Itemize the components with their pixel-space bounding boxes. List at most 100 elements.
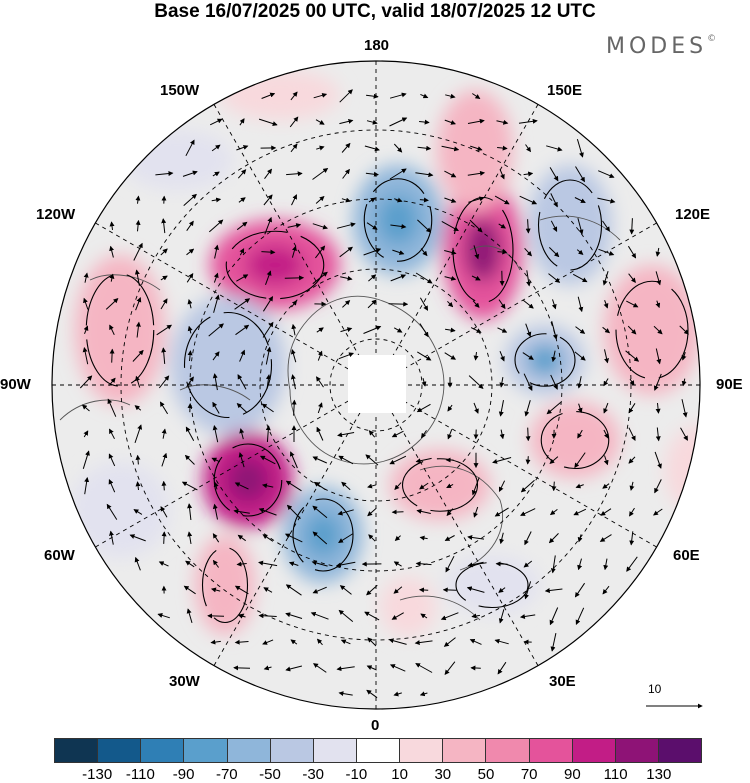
wind-vector <box>160 298 168 310</box>
wind-vector <box>340 275 353 281</box>
wind-vector <box>415 561 432 567</box>
wind-vector <box>393 561 402 567</box>
wind-vector <box>213 272 219 283</box>
wind-vector <box>288 561 299 567</box>
wind-vector <box>525 456 531 465</box>
positive-anomaly <box>75 255 165 405</box>
wind-vector <box>290 143 298 153</box>
wind-vector <box>626 300 639 308</box>
wind-vector <box>551 350 557 363</box>
wind-vector <box>497 249 508 255</box>
wind-vector <box>392 249 405 255</box>
wind-vector <box>258 613 277 619</box>
wind-vector <box>186 376 194 388</box>
wind-vector <box>366 665 377 671</box>
wind-vector <box>417 145 432 151</box>
wind-vector <box>183 193 197 206</box>
wind-vector <box>368 534 376 542</box>
wind-vector <box>234 482 249 490</box>
wind-vector <box>134 405 142 411</box>
wind-vector <box>524 581 532 600</box>
wind-vector <box>524 531 532 546</box>
wind-vector <box>446 483 454 489</box>
wind-vector <box>133 509 143 515</box>
wind-vector <box>440 612 459 621</box>
wind-vector <box>341 197 351 203</box>
wind-vector <box>572 273 588 283</box>
wind-vector <box>108 377 116 387</box>
wind-vector <box>447 429 453 440</box>
wind-vector <box>499 377 505 388</box>
wind-vector <box>236 145 249 151</box>
wind-vector <box>598 170 615 178</box>
wind-vector <box>262 321 274 338</box>
wind-vector <box>155 171 174 177</box>
wind-vector <box>390 274 407 282</box>
wind-vector <box>316 638 323 646</box>
wind-vector <box>212 171 220 177</box>
wind-vector <box>627 245 637 259</box>
wind-vector <box>365 454 379 466</box>
wind-vector <box>366 119 378 125</box>
wind-vector <box>443 637 456 647</box>
wind-vector <box>499 429 505 440</box>
meridian-line <box>375 104 539 386</box>
wind-vector <box>236 221 248 231</box>
wind-vector <box>213 294 220 313</box>
wind-vector <box>419 197 429 203</box>
wind-vector <box>208 323 224 337</box>
colorbar-segment <box>486 739 530 762</box>
wind-vector <box>575 166 585 183</box>
wind-vector <box>519 195 538 205</box>
colorbar-tick-label: -30 <box>302 766 325 783</box>
wind-vector <box>284 275 305 281</box>
wind-vector <box>342 168 350 179</box>
wind-vector <box>444 352 457 360</box>
wind-vector <box>290 91 298 101</box>
wind-vector <box>236 274 249 282</box>
wind-vector <box>186 248 195 256</box>
wind-vector <box>109 273 115 282</box>
wind-vector <box>210 639 221 645</box>
wind-vector <box>389 664 406 672</box>
wind-vector <box>441 145 460 152</box>
wind-vector <box>212 424 219 443</box>
wind-vector <box>522 299 534 309</box>
wind-vector <box>603 429 609 439</box>
wind-vector <box>186 273 194 283</box>
wind-vector <box>339 118 354 125</box>
brand-name: MODES <box>606 34 708 59</box>
wind-vector <box>261 483 274 489</box>
wind-vector <box>109 221 115 230</box>
meridian-line <box>95 222 377 386</box>
wind-vector <box>597 197 616 204</box>
wind-vector <box>160 506 168 518</box>
wind-vector <box>158 375 170 389</box>
wind-vector <box>473 506 479 518</box>
wind-vector <box>261 249 276 255</box>
wind-vector <box>239 349 246 362</box>
colorbar-tick-label: 90 <box>564 766 581 783</box>
wind-vector <box>522 352 534 360</box>
wind-vector <box>548 247 560 258</box>
wind-vector <box>290 639 298 645</box>
wind-vector <box>338 352 354 360</box>
wind-vector <box>389 455 407 465</box>
wind-vector <box>469 219 483 233</box>
wind-vector <box>575 483 584 489</box>
wind-vector <box>495 561 508 567</box>
wind-vector <box>655 247 661 257</box>
wind-vector <box>237 169 247 179</box>
colorbar-segment <box>270 739 314 762</box>
wind-vector <box>550 193 558 208</box>
wind-vector <box>551 299 557 310</box>
wind-vector <box>525 144 531 153</box>
wind-vector <box>234 639 249 645</box>
wind-vector <box>341 142 351 153</box>
wind-vector <box>498 223 507 229</box>
wind-vector <box>238 197 246 203</box>
wind-vector <box>628 403 636 414</box>
wind-vector <box>82 450 90 469</box>
wind-vector <box>418 587 429 593</box>
wind-vector <box>316 376 324 388</box>
